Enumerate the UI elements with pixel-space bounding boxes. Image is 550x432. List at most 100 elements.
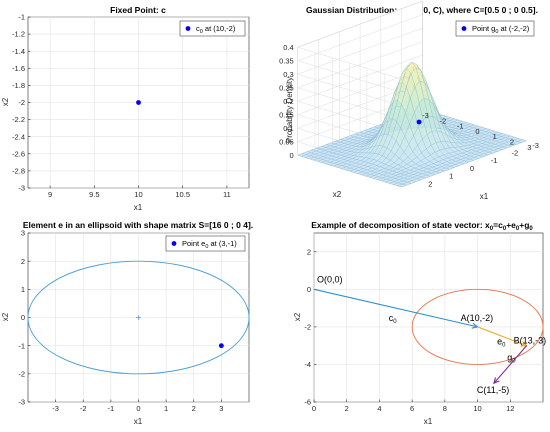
panel2-legend: Point g0 at (-2,-2) <box>455 20 535 37</box>
p3-xtick-label: 3 <box>219 404 223 413</box>
p2-x2tick-label: -3 <box>532 141 539 150</box>
p3-xtick-label: -1 <box>108 404 115 413</box>
p4-point-label: A(10,-2) <box>461 313 494 323</box>
panel4-title-part: +e <box>506 220 516 230</box>
panel1-legend-rest: at (10,-2) <box>203 24 236 33</box>
p4-ytick-label: -6 <box>304 398 311 407</box>
p2-x1tick-label: -1 <box>457 122 464 131</box>
p3-center-marker <box>136 315 141 320</box>
p2-ztick-label: 0.2 <box>283 97 293 106</box>
p1-xtick-label: 10 <box>134 190 142 199</box>
p4-vector-label-sub: 0 <box>502 342 506 348</box>
p4-ytick-label: -2 <box>304 322 311 331</box>
p3-ytick-label: 3 <box>21 229 25 238</box>
panel3-legend-marker <box>171 241 177 246</box>
p1-xtick-label: 9 <box>48 190 52 199</box>
panel1-legend-marker <box>185 26 191 31</box>
p4-ellipse <box>411 288 544 365</box>
panel4-title-sub: 0 <box>490 226 494 232</box>
panel1-ylabel: x2 <box>1 97 10 106</box>
panel3-legend-text: Point e0 at (3,-1) <box>182 239 237 250</box>
p3-ytick-label: 1 <box>21 285 25 294</box>
p2-x1tick-label: -2 <box>439 116 446 125</box>
panel2-legend-rest: at (-2,-2) <box>498 24 529 33</box>
panel3-legend-symbol: Point e <box>182 239 205 248</box>
p3-xtick-label: -3 <box>52 404 59 413</box>
p1-ytick-label: -2.2 <box>12 115 25 124</box>
p2-ztick-label: 0.05 <box>279 137 294 146</box>
p2-ztick-label: 0.15 <box>279 110 294 119</box>
panel2-legend-symbol: Point g <box>472 24 495 33</box>
panel1-points <box>136 100 141 105</box>
panel1-legend: c0 at (10,-2) <box>179 20 246 37</box>
p3-xtick-label: 1 <box>164 404 168 413</box>
p4-point-label: O(0,0) <box>317 274 343 284</box>
p3-ytick-label: -1 <box>18 341 25 350</box>
p4-vector-label-symbol: e <box>497 336 502 346</box>
panel2-legend-text: Point g0 at (-2,-2) <box>472 24 530 35</box>
panel4-ticks: 0 2 4 6 8 10 12 -6 -4 -2 0 2 <box>304 247 514 413</box>
p3-ellipse <box>27 260 250 375</box>
panel1-xlabel: x1 <box>134 203 143 212</box>
panel4-xlabel: x1 <box>424 417 433 426</box>
p2-x2tick-label: -1 <box>491 156 498 165</box>
p4-vector-label-sub: 0 <box>512 358 516 364</box>
p2-data-point <box>416 119 422 125</box>
panel3-shapes <box>27 260 250 375</box>
p4-ytick-label: 0 <box>307 285 311 294</box>
panel1-legend-symbol: c <box>196 24 200 33</box>
p1-ytick-label: -1.4 <box>12 47 25 56</box>
panel2-ticks: 00.050.10.150.20.250.30.350.4-3-2-10123-… <box>279 43 539 189</box>
p2-x1tick-label: 1 <box>493 132 497 141</box>
p1-ytick-label: -2.8 <box>12 167 25 176</box>
p1-ytick-label: -2.6 <box>12 149 25 158</box>
panel4-title-sub: 0 <box>516 226 520 232</box>
p4-vector-g <box>493 345 528 384</box>
p4-vector-label: e0 <box>497 336 506 348</box>
panel4-ylabel: x2 <box>293 312 302 321</box>
p2-x1tick-label: 0 <box>475 127 479 136</box>
p4-vector-label-sub: 0 <box>393 319 397 325</box>
p4-xtick-label: 2 <box>345 404 349 413</box>
p1-ytick-label: -3 <box>18 184 25 193</box>
p3-ytick-label: 0 <box>21 313 25 322</box>
p2-x2tick-label: 1 <box>449 172 453 181</box>
p1-ytick-label: -2 <box>18 98 25 107</box>
panel4-title-part: =c <box>493 220 503 230</box>
p4-vector-label: g0 <box>507 352 516 364</box>
panel2-surface <box>297 61 527 188</box>
p1-ytick-label: -2.4 <box>12 132 25 141</box>
panel2-x1label: x1 <box>480 192 489 201</box>
panel4-title-part: +g <box>519 220 529 230</box>
p2-x1tick-label: -3 <box>422 111 429 120</box>
panel3-ticks: -3 -2 -1 0 1 2 3 -3 -2 -1 0 1 2 3 <box>18 229 223 413</box>
panel2-legend-sub: 0 <box>495 29 498 35</box>
p2-ztick-label: 0.35 <box>279 56 294 65</box>
p1-ytick-label: -1.8 <box>12 81 25 90</box>
p3-ytick-label: 2 <box>21 257 25 266</box>
p1-ytick-label: -1.6 <box>12 64 25 73</box>
panel3-title: Element e in an ellipsoid with shape mat… <box>23 220 253 230</box>
p4-vector-label: c0 <box>389 313 398 325</box>
p4-vector-c <box>313 288 478 328</box>
p1-xtick-label: 10.5 <box>175 190 190 199</box>
panel4-title-part: Example of decomposition of state vector… <box>311 220 490 230</box>
p1-xtick-label: 11 <box>223 190 231 199</box>
panel3-ylabel: x2 <box>1 312 10 321</box>
p4-arrowhead-g <box>493 377 500 385</box>
p4-vector-label-symbol: g <box>507 352 512 362</box>
panel1-legend-text: c0 at (10,-2) <box>196 24 236 35</box>
p2-ztick-label: 0.4 <box>283 43 293 52</box>
p4-xtick-label: 6 <box>410 404 414 413</box>
p4-xtick-label: 8 <box>443 404 447 413</box>
panel4-axes-box <box>313 232 544 403</box>
panel1-legend-sub: 0 <box>200 29 203 35</box>
p3-xtick-label: -2 <box>80 404 87 413</box>
p4-xtick-label: 4 <box>377 404 381 413</box>
p1-ytick-label: -1 <box>18 13 25 22</box>
panel1-ticks: 9 9.5 10 10.5 11 -3 -2.8 -2.6 -2.4 -2.2 -2 -1.8 -1.6… <box>12 13 231 199</box>
panel2-x2label: x2 <box>333 190 342 199</box>
panel3-legend-sub: 0 <box>205 244 208 250</box>
